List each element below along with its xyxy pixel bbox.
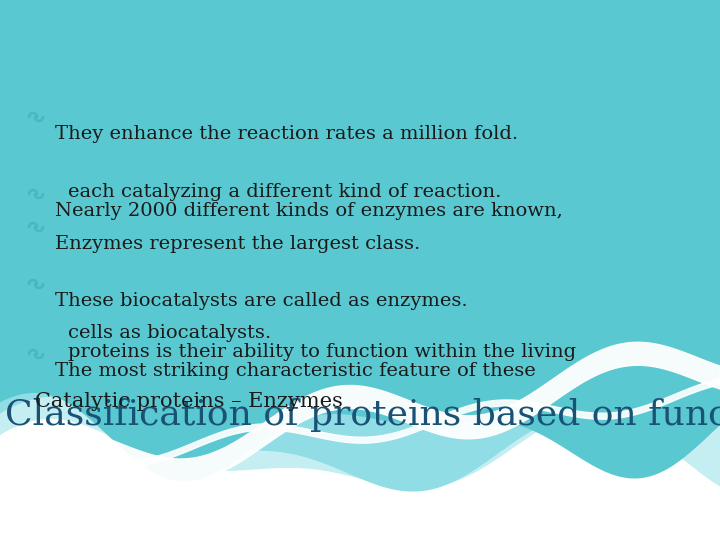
Text: The most striking characteristic feature of these: The most striking characteristic feature… — [55, 362, 536, 380]
Text: cells as biocatalysts.: cells as biocatalysts. — [68, 324, 271, 342]
Text: Catalytic proteins – Enzymes: Catalytic proteins – Enzymes — [35, 392, 343, 411]
Text: Nearly 2000 different kinds of enzymes are known,: Nearly 2000 different kinds of enzymes a… — [55, 202, 563, 220]
Text: These biocatalysts are called as enzymes.: These biocatalysts are called as enzymes… — [55, 292, 467, 310]
Text: each catalyzing a different kind of reaction.: each catalyzing a different kind of reac… — [68, 183, 501, 201]
Text: Enzymes represent the largest class.: Enzymes represent the largest class. — [55, 235, 420, 253]
Text: proteins is their ability to function within the living: proteins is their ability to function wi… — [68, 343, 576, 361]
Text: Classification of proteins based on function: Classification of proteins based on func… — [5, 398, 720, 432]
Text: They enhance the reaction rates a million fold.: They enhance the reaction rates a millio… — [55, 125, 518, 143]
